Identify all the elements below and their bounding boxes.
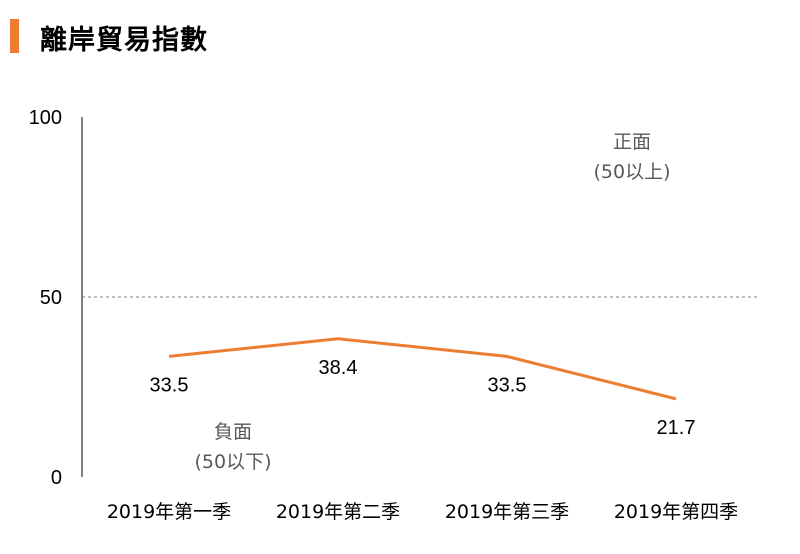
data-label: 33.5 [488, 374, 527, 396]
series-line [168, 337, 677, 401]
data-label: 21.7 [657, 417, 696, 439]
annotation-negative-label: 負面 [214, 421, 252, 443]
data-label: 38.4 [319, 357, 358, 379]
x-tick-label: 2019年第三季 [445, 501, 569, 523]
x-tick-label: 2019年第四季 [614, 501, 738, 523]
title-accent-bar [10, 19, 19, 53]
y-tick-label: 50 [40, 287, 62, 309]
annotation-negative-range: (50以下) [194, 451, 271, 473]
x-tick-label: 2019年第一季 [107, 501, 231, 523]
data-label: 33.5 [150, 374, 189, 396]
y-tick-label: 100 [29, 107, 62, 129]
x-tick-label: 2019年第二季 [276, 501, 400, 523]
annotation-positive-range: (50以上) [593, 161, 670, 183]
annotation-positive-label: 正面 [613, 131, 651, 153]
chart-title: 離岸貿易指數 [40, 25, 208, 56]
y-tick-label: 0 [51, 467, 62, 489]
